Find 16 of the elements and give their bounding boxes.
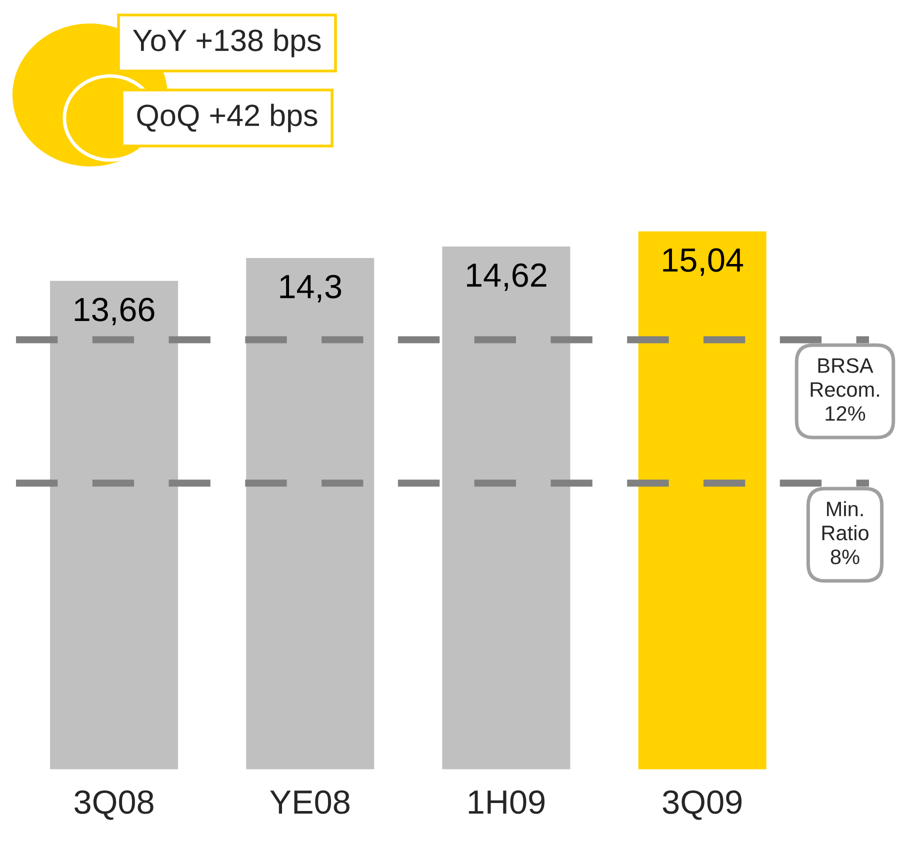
ref-line-label: BRSA Recom. 12% [810, 358, 879, 421]
text: QoQ +42 bps [137, 104, 318, 132]
text: YoY +138 bps [132, 28, 321, 58]
data-label: 15,04 [663, 248, 744, 276]
data-label: 14,62 [467, 263, 546, 291]
data-label: 13,66 [74, 298, 154, 326]
x-tick-label: 1H09 [468, 790, 544, 814]
bar [244, 256, 376, 770]
bar [48, 280, 180, 770]
x-tick-label: 3Q09 [662, 790, 742, 820]
data-label: 14,3 [280, 274, 342, 302]
x-tick-label: YE08 [270, 790, 350, 814]
bar [440, 245, 572, 770]
x-tick-label: 3Q08 [74, 790, 154, 820]
ref-line-label: Min. Ratio 8% [822, 501, 868, 564]
bar [636, 230, 768, 770]
